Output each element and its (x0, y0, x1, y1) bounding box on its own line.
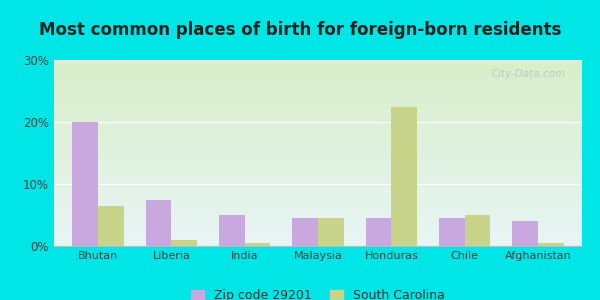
Bar (318, 218, 344, 246)
Bar (439, 218, 464, 246)
Legend: Zip code 29201, South Carolina: Zip code 29201, South Carolina (188, 286, 448, 300)
Bar (292, 218, 318, 246)
Text: Most common places of birth for foreign-born residents: Most common places of birth for foreign-… (39, 21, 561, 39)
Bar (464, 215, 490, 246)
Bar (245, 243, 271, 246)
Bar (146, 200, 172, 246)
Bar (73, 122, 98, 246)
Bar (98, 206, 124, 246)
Bar (219, 215, 245, 246)
Bar (391, 106, 417, 246)
Bar (365, 218, 391, 246)
Bar (172, 240, 197, 246)
Bar (538, 243, 563, 246)
Text: City-Data.com: City-Data.com (492, 69, 566, 79)
Bar (512, 221, 538, 246)
